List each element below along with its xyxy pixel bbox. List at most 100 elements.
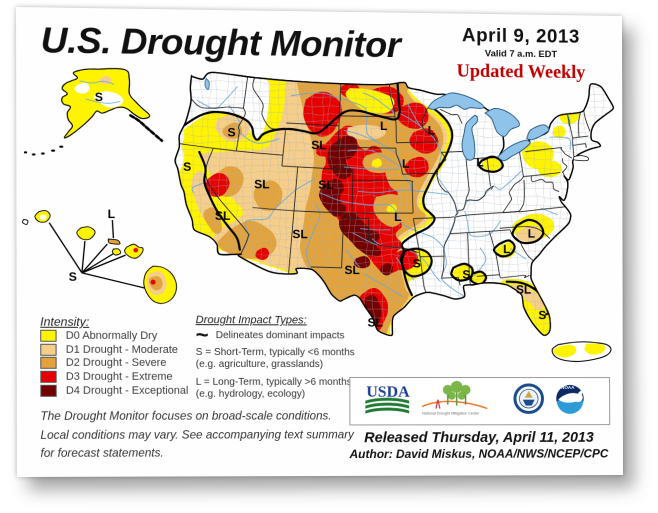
note-line2: Local conditions may vary. See accompany… [40,426,353,445]
legend-row-d0: D0 Abnormally Dry [40,329,188,343]
impact-label-s: S [183,160,191,174]
d1-label: D1 Drought - Moderate [66,343,178,355]
pointer-line [82,255,126,273]
pointer-line [112,220,113,238]
island-kauai-center [40,215,47,220]
aleutian-island [41,152,45,154]
date-block: April 9, 2013 Valid 7 a.m. EDT Updated W… [417,25,624,85]
short-term-line1: S = Short-Term, typically <6 months [196,347,367,358]
d1-swatch [40,343,56,355]
impact-label-l: L [428,124,436,138]
legend-row-d3: D3 Drought - Extreme [40,370,188,384]
puertorico-inset [552,342,611,362]
pointer-line [82,253,115,273]
d0-label: D0 Abnormally Dry [66,330,158,342]
d3-label: D3 Drought - Extreme [66,371,173,383]
aleutian-islands [24,145,63,156]
pointer-line [82,241,85,273]
impact-delineates-row: ~ Delineates dominant impacts [196,329,367,341]
impact-label-l: L [394,210,402,224]
d4-swatch [40,385,56,397]
impact-label-sl: SL [368,316,384,330]
impact-label-l: L [528,227,536,241]
impact-label-l: L [503,242,511,256]
impact-label-l: L [402,157,410,171]
note-line3: for forecast statements. [40,444,353,463]
valid-time: Valid 7 a.m. EDT [417,47,624,61]
agency-logos: USDA National Drought Mitigation Center [350,378,607,423]
ndmc-logo: National Drought Mitigation Center [422,381,487,416]
noaa-text: NOAA [561,385,575,390]
long-term-line2: (e.g. hydrology, ecology) [196,389,367,400]
aleutian-island [59,146,63,148]
pointer-line [82,273,145,288]
doc-seal [515,385,543,413]
county-line [575,69,580,351]
pointer-line [82,244,108,273]
impact-label-l: L [476,156,484,170]
county-line [155,64,160,351]
impact-label-sl: SL [311,138,327,152]
island-lanai [112,249,120,255]
impact-label-s: S [538,308,546,322]
aleutian-island [32,153,36,155]
released-date: Released Thursday, April 11, 2013 [349,430,608,446]
hawaii-inset [22,210,176,303]
legend-title: Intensity: [40,315,188,329]
aleutian-island [24,151,27,153]
impact-label-sl: SL [254,177,270,191]
impact-label-sl: SL [516,283,532,297]
drought-monitor-page: S S SL SL SL SL SL SL SL L L L L L S S L… [16,7,623,477]
note-line1: The Drought Monitor focuses on broad-sca… [40,408,353,427]
tilde-icon: ~ [196,329,209,341]
impact-label-s: S [95,90,103,104]
d4-label: D4 Drought - Exceptional [66,385,189,397]
county-line [164,64,169,351]
impact-label-sl: SL [215,209,231,223]
long-term-line1: L = Long-Term, typically >6 months [196,377,367,388]
alaska-panhandle [130,115,161,140]
impact-label-s: S [462,268,470,282]
island-oahu [77,227,95,240]
page-title: U.S. Drought Monitor [41,19,401,66]
pointer-line [49,223,82,273]
county-line [172,64,177,351]
island-hawaii-d3 [151,280,156,285]
legend-row-d2: D2 Drought - Severe [40,356,188,370]
legend-row-d1: D1 Drought - Moderate [40,343,188,357]
impact-label-s: S [227,126,235,140]
delineates-text: Delineates dominant impacts [216,330,345,341]
impact-label-sl: SL [318,178,334,192]
alaska-inset [24,67,162,156]
impact-label-l: L [108,207,116,221]
impact-label-sl: SL [292,227,308,241]
long-island [573,155,588,160]
impact-label-s: S [413,257,421,271]
island-niihau [22,219,27,224]
intensity-legend: Intensity: D0 Abnormally Dry D1 Drought … [40,315,188,398]
d2-swatch [40,357,56,369]
impact-label-s: S [69,270,77,284]
noaa-logo: NOAA [556,385,584,414]
county-line [146,64,151,351]
disclaimer-note: The Drought Monitor focuses on broad-sca… [40,408,354,464]
legend-row-d4: D4 Drought - Exceptional [40,384,188,398]
aleutian-island [51,150,55,152]
usda-logo: USDA [365,383,410,413]
island-maui-d3 [133,248,138,253]
impact-types-title: Drought Impact Types: [196,314,367,326]
d0-swatch [40,330,56,342]
d2-label: D2 Drought - Severe [66,357,167,369]
agency-logo-box: USDA National Drought Mitigation Center [349,377,610,425]
map-date: April 9, 2013 [417,25,624,50]
author-credit: Author: David Miskus, NOAA/NWS/NCEP/CPC [349,447,608,461]
short-term-line2: (e.g. agriculture, grasslands) [196,359,367,370]
impact-label-sl: SL [344,263,360,277]
ndmc-caption: National Drought Mitigation Center [422,412,480,416]
county-line [181,64,186,351]
d3-swatch [40,371,56,383]
island-molokai [108,239,120,244]
impact-label-l: L [380,119,388,133]
updated-weekly: Updated Weekly [417,61,624,84]
impact-types-block: Drought Impact Types: ~ Delineates domin… [196,314,367,400]
